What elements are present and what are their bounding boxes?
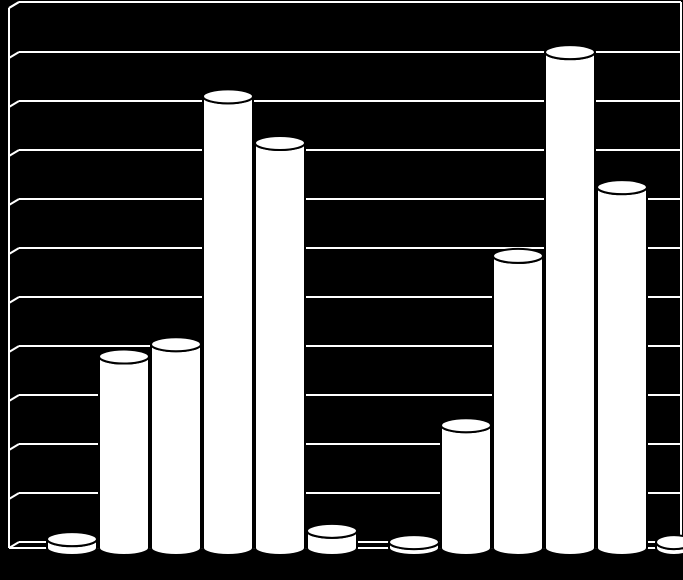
bar-body [545,52,595,555]
bar-body [255,143,305,555]
bar-body [151,344,201,555]
bar-body [493,256,543,555]
bar-top-cap [151,337,201,351]
bar-top-cap [255,136,305,150]
bar-top-cap [441,418,491,432]
bar-top-cap [203,89,253,103]
bar-body [441,425,491,555]
bar-body [597,187,647,555]
bar-top-cap [389,535,439,549]
bar-top-cap [307,524,357,538]
bar-top-cap [656,535,683,549]
bar-body [203,96,253,555]
bar-top-cap [545,45,595,59]
bar-chart [0,0,683,580]
bar-top-cap [99,350,149,364]
bar-top-cap [47,532,97,546]
bar-top-cap [493,249,543,263]
bar-top-cap [597,180,647,194]
bar-body [99,357,149,555]
